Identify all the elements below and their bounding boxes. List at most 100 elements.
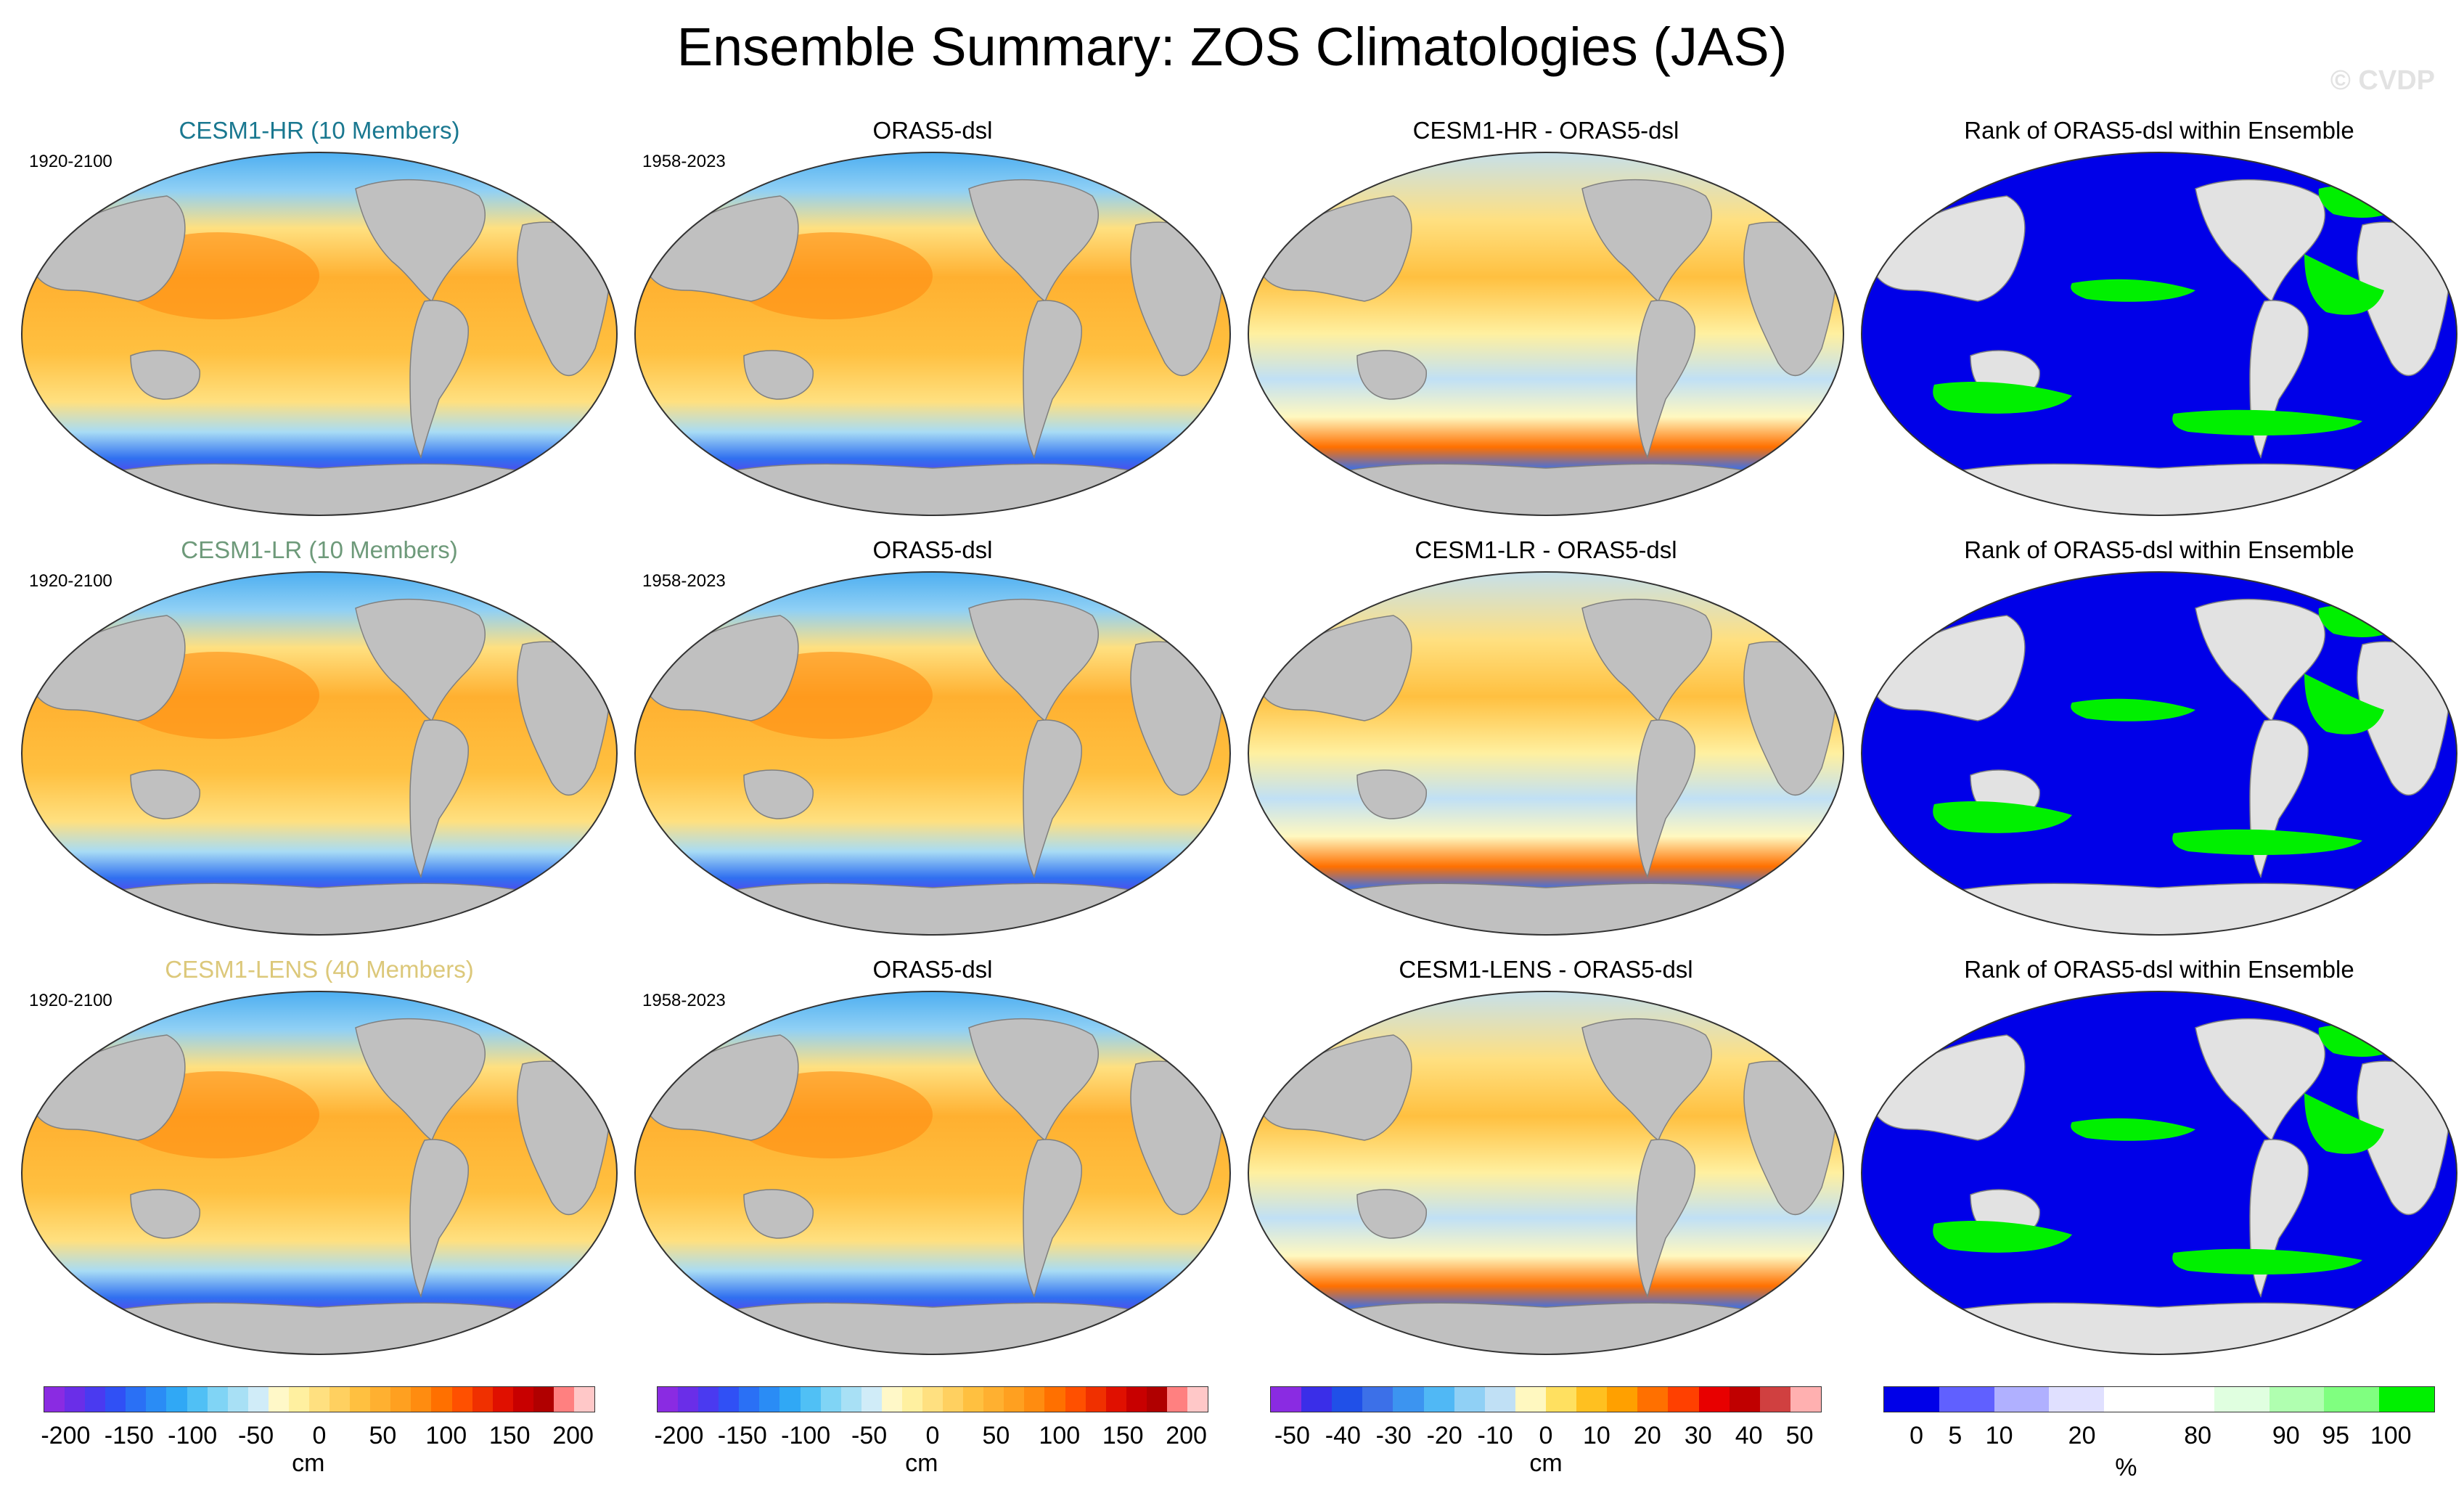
colorbar-swatch <box>1729 1387 1760 1412</box>
colorbar-swatch <box>1515 1387 1546 1412</box>
colorbar-swatch <box>1576 1387 1608 1412</box>
colorbar-swatch <box>1362 1387 1393 1412</box>
colorbar-tick-label: -20 <box>1426 1422 1462 1449</box>
figure-title: Ensemble Summary: ZOS Climatologies (JAS… <box>676 17 1788 77</box>
colorbar-swatch <box>698 1387 719 1412</box>
colorbar-swatch <box>126 1387 147 1412</box>
colorbar-swatch <box>983 1387 1004 1412</box>
colorbar-tick-label: -30 <box>1375 1422 1412 1449</box>
colorbar-swatch <box>187 1387 208 1412</box>
map-panel: Rank of ORAS5-dsl within Ensemble <box>1854 536 2464 942</box>
colorbar-tick-label: 10 <box>1985 1422 2013 1449</box>
colorbar-tick-label: 100 <box>1039 1422 1081 1449</box>
map-panel: Rank of ORAS5-dsl within Ensemble <box>1854 955 2464 1362</box>
colorbar-swatch <box>1607 1387 1638 1412</box>
colorbar-swatch <box>207 1387 228 1412</box>
world-map <box>1861 152 2457 516</box>
colorbar-swatch <box>2214 1387 2269 1412</box>
colorbar-swatch <box>1423 1387 1454 1412</box>
colorbar-swatch <box>309 1387 330 1412</box>
colorbar-swatch <box>678 1387 699 1412</box>
colorbar-swatch <box>65 1387 86 1412</box>
panel-period-label: 1920-2100 <box>29 991 112 1010</box>
world-map <box>634 571 1231 936</box>
colorbar-swatch <box>1004 1387 1025 1412</box>
colorbar: -200 -150 -100 -50 0 50 100 150 200 cm <box>41 1386 595 1481</box>
panel-title: CESM1-LR - ORAS5-dsl <box>1415 536 1677 563</box>
colorbar-tick-label: 95 <box>2322 1422 2350 1449</box>
colorbar-swatch <box>1166 1387 1188 1412</box>
colorbar-swatch <box>739 1387 760 1412</box>
colorbar-tick-label: 50 <box>982 1422 1010 1449</box>
colorbar-tick-label: -100 <box>781 1422 831 1449</box>
colorbar-swatch <box>1759 1387 1790 1412</box>
map-panel: CESM1-LENS - ORAS5-dsl <box>1241 955 1851 1362</box>
colorbar-tick-label: 0 <box>1539 1422 1553 1449</box>
colorbar-swatch <box>44 1387 65 1412</box>
colorbar-swatch <box>105 1387 126 1412</box>
colorbar-swatch <box>800 1387 821 1412</box>
colorbar-swatch <box>370 1387 391 1412</box>
colorbar-swatch <box>85 1387 106 1412</box>
panel-title: ORAS5-dsl <box>872 117 993 144</box>
colorbar-tick-label: -40 <box>1325 1422 1361 1449</box>
colorbar-tick-label: 0 <box>312 1422 327 1449</box>
colorbar-swatch <box>431 1387 452 1412</box>
colorbar-swatch <box>2049 1387 2105 1412</box>
panel-title: Rank of ORAS5-dsl within Ensemble <box>1964 117 2354 144</box>
colorbar: -50 -40 -30 -20 -10 0 10 20 30 40 50 cm <box>1270 1386 1822 1481</box>
colorbar-swatch <box>247 1387 269 1412</box>
map-panel: Rank of ORAS5-dsl within Ensemble <box>1854 116 2464 523</box>
colorbar-swatch <box>2158 1387 2214 1412</box>
colorbar-swatch <box>512 1387 533 1412</box>
world-map <box>634 991 1231 1355</box>
colorbar-swatches <box>1270 1386 1822 1412</box>
colorbar-swatch <box>2379 1387 2434 1412</box>
colorbar-swatch <box>1146 1387 1167 1412</box>
colorbar-tick-label: 20 <box>2068 1422 2096 1449</box>
colorbar-swatch <box>881 1387 902 1412</box>
colorbar-swatch <box>1332 1387 1363 1412</box>
colorbar-tick-label: 90 <box>2272 1422 2300 1449</box>
colorbar-tick-label: 100 <box>425 1422 467 1449</box>
colorbar-swatch <box>1698 1387 1730 1412</box>
map-panel: CESM1-HR (10 Members) 1920-2100 <box>15 116 624 523</box>
colorbar-swatch <box>759 1387 780 1412</box>
colorbar-swatch <box>1454 1387 1485 1412</box>
colorbar-tick-label: -50 <box>1274 1422 1310 1449</box>
colorbar-tick-label: 40 <box>1735 1422 1763 1449</box>
colorbar-tick-label: 10 <box>1582 1422 1610 1449</box>
colorbar-swatch <box>1044 1387 1065 1412</box>
colorbar: -200 -150 -100 -50 0 50 100 150 200 cm <box>654 1386 1208 1481</box>
colorbar-swatch <box>1790 1387 1821 1412</box>
map-panel: CESM1-HR - ORAS5-dsl <box>1241 116 1851 523</box>
world-map <box>21 571 618 936</box>
map-panel: ORAS5-dsl 1958-2023 <box>628 955 1237 1362</box>
colorbar-swatch <box>411 1387 432 1412</box>
colorbar-tick-label: 5 <box>1948 1422 1962 1449</box>
colorbar-swatch <box>1637 1387 1669 1412</box>
copyright-label: © CVDP <box>2330 65 2435 96</box>
colorbar-swatch <box>1884 1387 1939 1412</box>
colorbar-swatch <box>779 1387 801 1412</box>
colorbar-swatch <box>943 1387 964 1412</box>
colorbar: 0 5 10 20 80 90 95 100% <box>1883 1386 2435 1481</box>
colorbar-swatch <box>2104 1387 2159 1412</box>
panel-title: ORAS5-dsl <box>872 536 993 563</box>
world-map <box>1248 571 1844 936</box>
colorbar-swatch <box>533 1387 554 1412</box>
map-panel: ORAS5-dsl 1958-2023 <box>628 116 1237 523</box>
map-panel: CESM1-LENS (40 Members) 1920-2100 <box>15 955 624 1362</box>
colorbar-swatch <box>390 1387 412 1412</box>
panel-title: CESM1-HR (10 Members) <box>179 117 460 144</box>
colorbar-tick-label: 200 <box>552 1422 594 1449</box>
colorbar-swatch <box>658 1387 679 1412</box>
colorbar-swatches <box>44 1386 595 1412</box>
colorbar-swatch <box>1126 1387 1147 1412</box>
colorbar-tick-label: -150 <box>717 1422 767 1449</box>
panel-title: CESM1-LR (10 Members) <box>181 536 458 563</box>
colorbar-tick-label: 200 <box>1166 1422 1207 1449</box>
colorbar-tick-label: -150 <box>104 1422 154 1449</box>
colorbar-swatch <box>1024 1387 1045 1412</box>
map-panel: CESM1-LR (10 Members) 1920-2100 <box>15 536 624 942</box>
